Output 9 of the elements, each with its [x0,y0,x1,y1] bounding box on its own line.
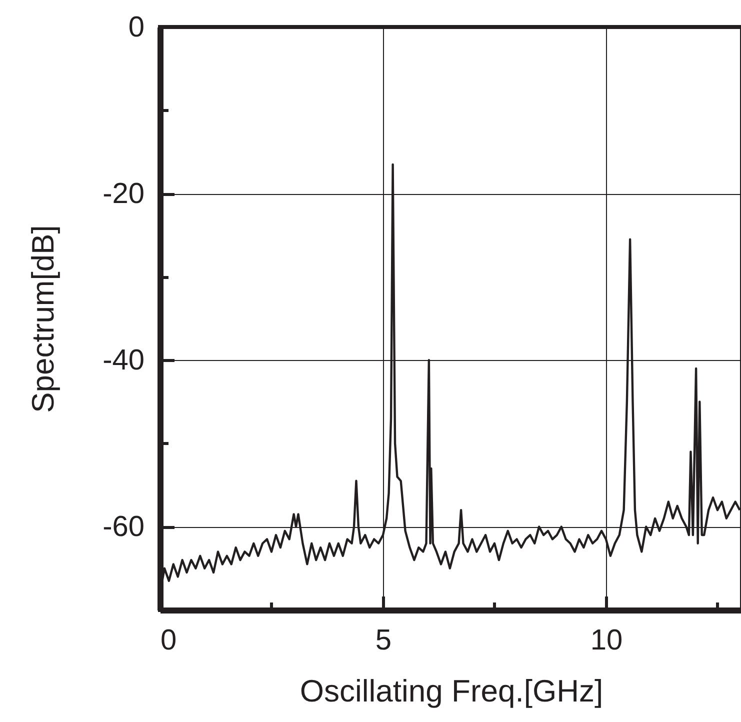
x-tick-label: 5 [375,624,392,656]
y-tick-label: -60 [102,511,144,544]
x-tick-label: 0 [160,624,177,656]
y-tick-label: -20 [102,178,144,210]
y-tick-label: -40 [102,344,144,377]
x-tick-label: 10 [590,624,623,656]
y-axis-title: Spectrum[dB] [26,225,61,413]
y-tick-label: 0 [128,12,144,44]
x-axis-title: Oscillating Freq.[GHz] [300,674,604,708]
